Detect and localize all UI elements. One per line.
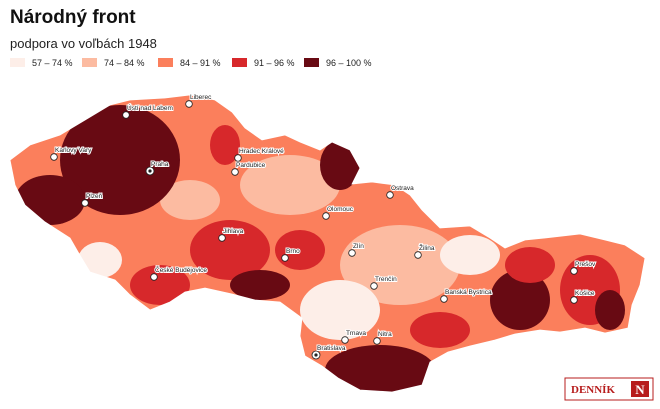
city-label: Zlín xyxy=(353,243,364,250)
city-label: Nitra xyxy=(378,331,392,338)
city-dot xyxy=(122,111,130,119)
city-label: Prešov xyxy=(575,261,596,268)
legend-swatch xyxy=(304,58,319,67)
city-label: Hradec Králové xyxy=(239,148,284,155)
city-label: Žilina xyxy=(419,243,435,252)
city-dot xyxy=(81,199,89,207)
legend-swatch xyxy=(10,58,25,67)
cities: Ústí nad Labem Liberec Karlovy Vary Praha Hr… xyxy=(50,93,597,360)
logo-mark-box xyxy=(631,381,649,397)
legend-label: 57 – 74 % xyxy=(32,58,73,68)
district-fills xyxy=(10,95,645,392)
city-label: Ústí nad Labem xyxy=(127,103,173,112)
city-label: Trnava xyxy=(346,330,366,337)
city-dot xyxy=(322,212,330,220)
city-dot xyxy=(386,191,394,199)
city-label: Brno xyxy=(286,248,300,255)
legend-label: 96 – 100 % xyxy=(326,58,372,68)
city-label: Olomouc xyxy=(327,206,354,213)
title: Národný front xyxy=(10,7,136,28)
legend-label: 74 – 84 % xyxy=(104,58,145,68)
legend: 57 – 74 % 74 – 84 % 84 – 91 % 91 – 96 % 96 –… xyxy=(10,58,372,68)
city-label: Liberec xyxy=(190,94,212,101)
city-label: Banská Bystrica xyxy=(445,289,492,296)
subtitle: podpora vo voľbách 1948 xyxy=(10,36,157,51)
city-dot xyxy=(414,251,422,259)
city-label: Karlovy Vary xyxy=(55,147,92,154)
city-dot xyxy=(341,336,349,344)
city-dot xyxy=(440,295,448,303)
city-label: Jihlava xyxy=(223,228,244,235)
city-label: Bratislava xyxy=(317,345,346,352)
legend-swatch xyxy=(158,58,173,67)
legend-swatch xyxy=(82,58,97,67)
logo-mark: N xyxy=(635,382,645,397)
city-label: Košice xyxy=(575,290,595,297)
city-dot xyxy=(185,100,193,108)
capital-dot xyxy=(314,353,318,357)
city-dot xyxy=(50,153,58,161)
city-label: Trenčín xyxy=(375,276,397,283)
city-label: Praha xyxy=(151,161,169,168)
city-label: Pardubice xyxy=(236,162,266,169)
city-dot xyxy=(570,267,578,275)
city-label: Plzeň xyxy=(86,193,103,200)
city-dot xyxy=(370,282,378,290)
city-dot xyxy=(373,337,381,345)
city-dot xyxy=(231,168,239,176)
city-dot xyxy=(281,254,289,262)
city-dot xyxy=(150,273,158,281)
city-dot xyxy=(234,154,242,162)
legend-label: 91 – 96 % xyxy=(254,58,295,68)
city-dot xyxy=(348,249,356,257)
city-dot xyxy=(218,234,226,242)
city-label: Ostrava xyxy=(391,185,414,192)
city-dot xyxy=(570,296,578,304)
city-label: České Budějovice xyxy=(155,265,207,274)
logo-text: DENNÍK xyxy=(571,384,615,396)
legend-label: 84 – 91 % xyxy=(180,58,221,68)
legend-swatch xyxy=(232,58,247,67)
capital-dot xyxy=(148,169,152,173)
